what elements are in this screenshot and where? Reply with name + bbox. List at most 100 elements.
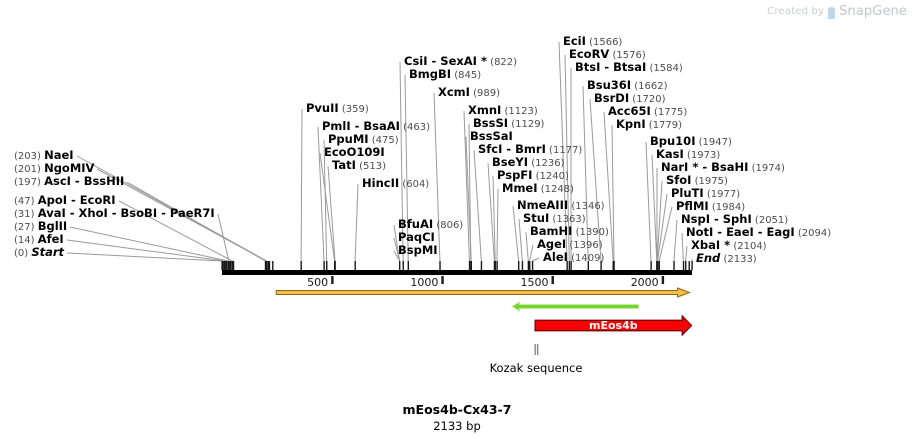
site-position: (2094)	[794, 228, 832, 239]
site-enzyme-names: BamHI	[530, 224, 573, 238]
snapgene-watermark: Created by SnapGene	[767, 4, 907, 19]
site-tick	[566, 261, 568, 270]
leader-line	[319, 152, 336, 262]
site-position: (989)	[469, 88, 501, 99]
ruler-tick-label-1500: 1500	[520, 276, 549, 289]
site-label-grp-2133: End (2133)	[696, 252, 757, 266]
site-enzyme-names: PluTI	[671, 186, 704, 200]
site-tick	[398, 261, 401, 270]
leader-line	[393, 250, 401, 262]
site-label-grp-1240: PspFI (1240)	[497, 169, 569, 183]
site-tick	[570, 261, 572, 270]
site-tick-marks-group	[221, 261, 693, 270]
site-position: (1720)	[629, 94, 666, 105]
leader-line	[393, 237, 401, 262]
site-enzyme-names: KpnI	[616, 117, 646, 131]
site-tick	[657, 261, 659, 270]
site-tick	[225, 261, 228, 270]
site-enzyme-names: BglII	[37, 219, 68, 233]
site-enzyme-names: BspMI	[398, 243, 438, 257]
ruler-tick-group	[331, 276, 665, 284]
site-enzyme-names: NotI - EaeI - EagI	[686, 225, 795, 239]
site-tick	[267, 261, 270, 270]
site-enzyme-names: TatI	[332, 158, 356, 172]
site-position: (1363)	[549, 214, 586, 225]
site-enzyme-names: BssSI	[473, 116, 509, 130]
site-enzyme-names: BseYI	[492, 155, 529, 169]
site-label-grp-47: (47) ApoI - EcoRI	[14, 194, 116, 208]
site-tick	[650, 261, 652, 270]
site-tick	[470, 261, 473, 270]
leader-line	[681, 232, 684, 262]
site-position: (822)	[486, 57, 518, 68]
leader-line	[518, 218, 523, 262]
feature-arrow-mEos4b-cds-arrow	[534, 314, 693, 337]
leader-line	[487, 162, 495, 262]
leader-line	[69, 226, 229, 262]
site-label-grp-1975: SfoI (1975)	[666, 174, 728, 188]
site-enzyme-names: End	[696, 251, 721, 265]
site-position: (1984)	[708, 202, 746, 213]
site-position: (1977)	[703, 189, 741, 200]
site-tick	[529, 261, 531, 270]
site-label-grp-1947: Bpu10I (1947)	[650, 135, 732, 149]
leader-line	[327, 165, 336, 262]
site-label-grp-1662: Bsu36I (1662)	[587, 79, 668, 93]
ruler-tick	[551, 276, 554, 284]
site-tick	[272, 261, 274, 270]
site-enzyme-names: EciI	[563, 34, 586, 48]
site-label-grp-1396: AgeI (1396)	[537, 238, 603, 252]
leader-line	[66, 239, 226, 262]
site-enzyme-names: EcoO109I	[324, 145, 385, 159]
leader-line	[656, 180, 663, 262]
site-tick	[334, 261, 336, 270]
site-enzyme-names: BsrDI	[594, 91, 630, 105]
site-tick	[268, 261, 271, 270]
site-label-grp-203: (203) NaeI	[14, 149, 74, 163]
site-tick	[682, 261, 685, 270]
leader-line	[473, 149, 482, 262]
leader-line	[393, 224, 401, 262]
site-enzyme-names: AvaI - XhoI - BsoBI - PaeR7I	[37, 206, 215, 220]
site-position: (203)	[14, 151, 45, 162]
site-label-grp-1129: BssSI (1129)	[473, 117, 544, 131]
site-enzyme-names: Bsu36I	[587, 78, 632, 92]
site-label-grp-1390: BamHI (1390)	[530, 225, 609, 239]
site-label-grp-31: (31) AvaI - XhoI - BsoBI - PaeR7I	[14, 207, 215, 221]
feature-arrow-backbone-arrow	[275, 287, 692, 298]
sequence-axis-bar	[222, 270, 692, 275]
site-tick	[231, 261, 234, 270]
site-position: (14)	[14, 235, 38, 246]
leader-line	[317, 126, 325, 262]
site-label-grp-604: HincII (604)	[362, 177, 429, 191]
site-label-grp-1123: XmnI (1123)	[468, 104, 538, 118]
site-position: (513)	[355, 161, 386, 172]
site-position: (2104)	[730, 241, 767, 252]
leader-line	[66, 252, 223, 262]
leader-line	[651, 154, 658, 262]
site-tick	[527, 261, 530, 270]
site-label-grp-201: (201) NgoMIV	[14, 162, 94, 176]
site-position: (31)	[14, 209, 38, 220]
site-enzyme-names: HincII	[362, 176, 400, 190]
site-label-grp-359: PvuII (359)	[306, 102, 369, 116]
leader-line	[463, 110, 470, 262]
leader-line	[354, 183, 359, 262]
site-label-grp-1346: NmeAIII (1346)	[517, 199, 605, 213]
construct-size: 2133 bp	[433, 419, 481, 433]
site-tick	[223, 261, 225, 270]
site-label-grp-1236: BseYI (1236)	[492, 156, 564, 170]
site-label-grp-1177: SfcI - BmrI (1177)	[478, 143, 582, 157]
kozak-sequence-label: Kozak sequence	[489, 361, 583, 375]
site-position: (1975)	[691, 176, 728, 187]
site-position: (604)	[399, 179, 430, 190]
site-label-grp-1576: EcoRV (1576)	[569, 48, 646, 62]
leader-line	[512, 205, 520, 262]
site-enzyme-names: PvuII	[306, 101, 339, 115]
site-enzyme-names: XbaI *	[691, 238, 731, 252]
leader-line	[118, 200, 233, 262]
leader-line	[529, 244, 534, 262]
site-position: (1779)	[645, 120, 683, 131]
site-tick	[407, 261, 409, 270]
site-tick	[691, 261, 693, 270]
